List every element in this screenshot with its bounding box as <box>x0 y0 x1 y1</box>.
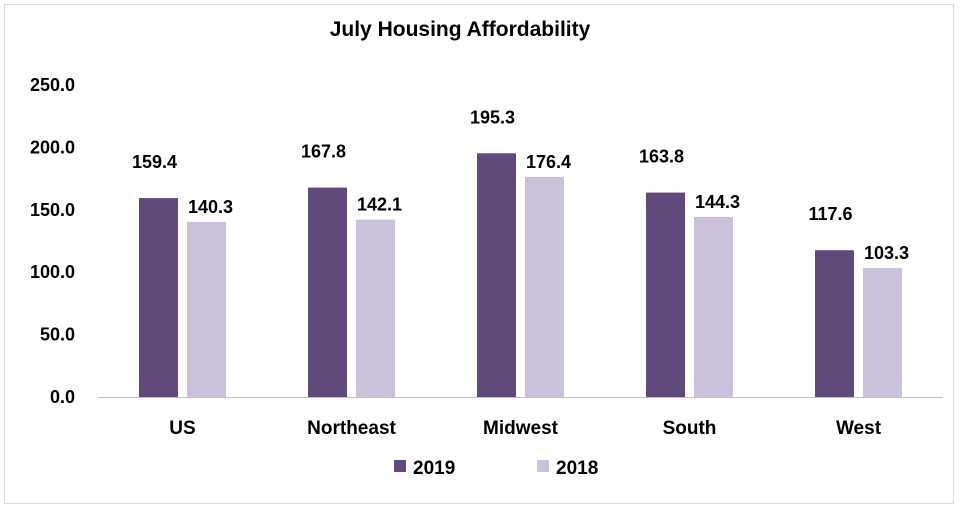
data-label: 195.3 <box>470 107 515 127</box>
data-label: 142.1 <box>357 195 402 215</box>
legend-label-2018: 2018 <box>556 458 598 479</box>
data-label: 140.3 <box>188 197 233 217</box>
legend-swatch-2019 <box>394 460 406 472</box>
data-label: 167.8 <box>301 142 346 162</box>
bar-2019-us <box>139 198 178 397</box>
y-tick-label: 100.0 <box>30 262 75 282</box>
bar-2018-south <box>694 216 733 397</box>
y-tick-label: 50.0 <box>40 325 75 345</box>
bar-2019-midwest <box>477 153 516 397</box>
legend-swatch-2018 <box>537 460 549 472</box>
data-label: 103.3 <box>864 243 909 263</box>
x-category-label: Midwest <box>483 418 559 439</box>
data-label: 163.8 <box>639 147 684 167</box>
bar-2018-west <box>863 268 902 397</box>
y-tick-label: 200.0 <box>30 137 75 157</box>
chart-title: July Housing Affordability <box>329 18 591 41</box>
x-category-label: US <box>169 418 195 439</box>
bar-2018-us <box>187 221 226 397</box>
data-label: 144.3 <box>695 192 740 212</box>
y-tick-label: 150.0 <box>30 200 75 220</box>
data-label: 176.4 <box>526 152 571 172</box>
data-label: 159.4 <box>132 152 177 172</box>
x-category-label: South <box>663 418 717 439</box>
bar-2018-northeast <box>356 219 395 397</box>
bar-2019-northeast <box>308 187 347 397</box>
x-category-label: Northeast <box>307 418 396 439</box>
legend-label-2019: 2019 <box>413 458 455 479</box>
data-label: 117.6 <box>808 204 852 224</box>
bar-2018-midwest <box>525 176 564 397</box>
bar-2019-west <box>815 250 854 397</box>
y-tick-label: 250.0 <box>30 75 75 95</box>
bar-2019-south <box>646 192 685 397</box>
y-tick-label: 0.0 <box>50 387 75 407</box>
x-category-label: West <box>836 418 882 439</box>
